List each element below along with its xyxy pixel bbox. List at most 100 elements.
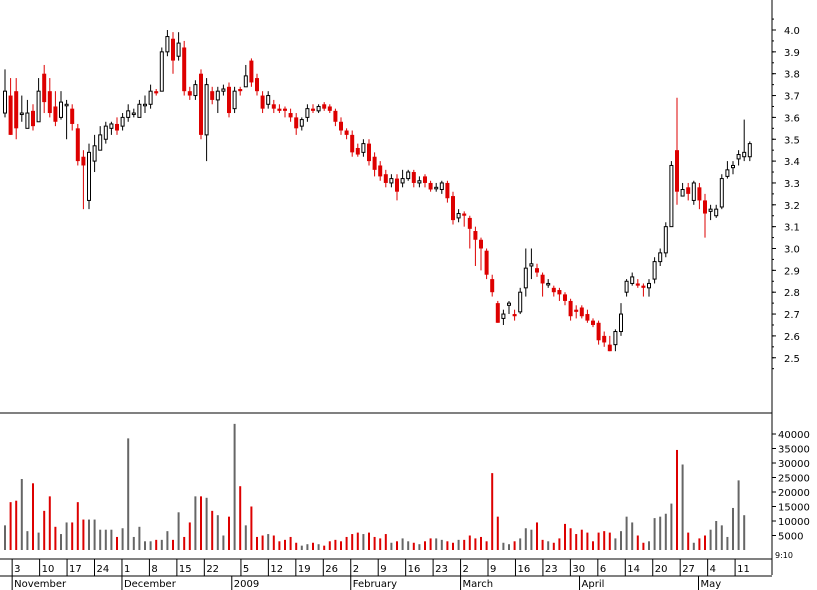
candle-body-up: [109, 123, 114, 129]
price-tick-label: 2.9: [784, 266, 800, 277]
candle-body-up: [714, 208, 719, 217]
x-tick-label: 20: [655, 564, 668, 575]
candle-body-down: [579, 307, 584, 317]
candle-body-up: [305, 108, 310, 118]
candle-body-down: [395, 178, 399, 192]
x-tick-label: 3: [14, 564, 20, 575]
x-tick-label: 11: [737, 564, 750, 575]
candle-body-down: [686, 187, 691, 194]
candle-body-down: [585, 314, 590, 321]
candle-body-down: [596, 322, 601, 341]
candle-body-down: [14, 91, 19, 129]
volume-tick-label: 5000: [778, 532, 803, 543]
candle-body-up: [176, 42, 181, 57]
candle-body-down: [355, 147, 360, 155]
candle-body-up: [663, 226, 668, 254]
candle-body-up: [19, 112, 24, 116]
candle-body-down: [227, 86, 231, 114]
x-tick-label: 14: [627, 564, 640, 575]
candle-body-up: [400, 178, 405, 184]
month-label: 2009: [234, 579, 259, 590]
candle-body-down: [350, 134, 355, 153]
candle-body-down: [47, 91, 52, 114]
candle-body-down: [428, 182, 433, 190]
candle-body-up: [120, 116, 125, 127]
candle-body-up: [742, 151, 747, 158]
candle-body-down: [70, 108, 75, 124]
month-label: February: [353, 579, 397, 590]
candle-body-up: [719, 178, 724, 208]
candle-body-up: [137, 103, 142, 118]
volume-scale-note: 9:10: [775, 551, 793, 560]
candle-body-up: [126, 110, 131, 118]
candle-body-up: [36, 90, 41, 123]
candle-body-up: [630, 276, 635, 284]
candle-body-up: [159, 51, 164, 92]
candle-body-up: [204, 84, 209, 136]
x-tick-label: 1: [124, 564, 130, 575]
month-label: May: [700, 579, 721, 590]
candle-body-up: [103, 125, 108, 140]
candle-body-up: [193, 84, 198, 97]
volume-tick-label: 10000: [778, 517, 810, 528]
candle-body-up: [624, 280, 629, 293]
candle-body-down: [479, 239, 483, 249]
candle-body-up: [708, 208, 713, 212]
candle-body-up: [389, 178, 394, 184]
candle-body-down: [675, 150, 679, 192]
candle-body-down: [378, 165, 383, 177]
x-tick-label: 22: [206, 564, 219, 575]
candle-body-down: [322, 104, 327, 109]
candle-body-up: [691, 182, 696, 201]
candle-body-up: [507, 302, 511, 306]
candle-body-down: [333, 110, 338, 122]
candle-body-down: [557, 290, 562, 295]
candle-body-down: [42, 73, 47, 103]
candle-body-down: [249, 60, 254, 83]
candle-body-down: [535, 268, 539, 273]
candle-body-down: [271, 104, 276, 109]
x-tick-label: 27: [682, 564, 695, 575]
candle-body-down: [467, 217, 472, 229]
candle-body-down: [445, 182, 450, 199]
x-tick-label: 9: [380, 564, 386, 575]
x-tick-label: 2: [463, 564, 469, 575]
candle-body-down: [344, 130, 349, 135]
month-label: November: [14, 579, 67, 590]
x-tick-label: 9: [490, 564, 496, 575]
x-tick-label: 23: [435, 564, 448, 575]
candle-body-up: [725, 169, 730, 177]
price-tick-label: 3.5: [784, 135, 800, 146]
candle-body-down: [551, 287, 556, 293]
candle-body-up: [546, 282, 551, 286]
candle-body-down: [591, 320, 595, 325]
x-tick-label: 5: [243, 564, 249, 575]
month-label: March: [463, 579, 493, 590]
candle-body-down: [154, 91, 159, 94]
x-tick-label: 10: [42, 564, 55, 575]
candle-body-up: [131, 112, 136, 116]
x-tick-label: 4: [710, 564, 716, 575]
candle-body-down: [53, 106, 58, 122]
candle-body-down: [288, 113, 293, 118]
candle-body-down: [339, 121, 343, 131]
candle-body-down: [411, 172, 416, 183]
price-tick-label: 3.1: [784, 223, 800, 234]
candle-body-down: [283, 108, 287, 111]
candle-body-down: [171, 38, 175, 61]
candle-body-up: [652, 261, 657, 280]
candle-body-down: [238, 88, 243, 92]
candle-body-up: [266, 95, 271, 105]
candle-body-up: [165, 36, 170, 53]
candle-body-down: [294, 117, 299, 129]
volume-pane: [4, 423, 746, 550]
candle-body-up: [406, 171, 411, 180]
candle-body-up: [518, 291, 523, 313]
candle-body-down: [641, 285, 646, 288]
candle-body-down: [602, 335, 607, 343]
candle-body-up: [59, 101, 63, 118]
candle-body-down: [311, 108, 315, 111]
candle-body-down: [568, 300, 573, 317]
